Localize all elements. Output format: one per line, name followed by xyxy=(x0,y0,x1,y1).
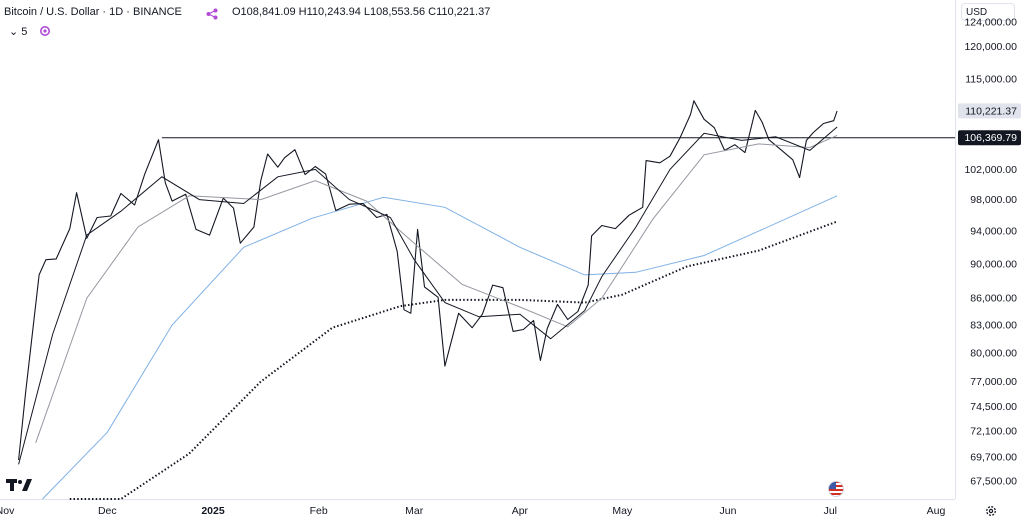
price-tick-label: 90,000.00 xyxy=(970,258,1017,270)
symbol-title[interactable]: Bitcoin / U.S. Dollar · 1D · BINANCE xyxy=(4,6,182,18)
ema-long-line xyxy=(35,134,838,443)
price-tick-label: 74,500.00 xyxy=(970,401,1017,413)
price-tick-label: 120,000.00 xyxy=(964,41,1017,53)
time-tick-label: May xyxy=(612,505,633,517)
gear-icon[interactable] xyxy=(985,504,997,522)
time-axis: Nov Dec 2025 Feb Mar Apr May Jun Jul Aug xyxy=(0,505,945,517)
time-tick-label: Dec xyxy=(98,505,117,517)
currency-label: USD xyxy=(966,7,988,18)
level-price-label: 106,369.79 xyxy=(964,132,1017,144)
chevron-down-icon: ⌄ xyxy=(9,26,19,38)
refresh-icon[interactable] xyxy=(39,25,51,40)
price-tick-label: 102,000.00 xyxy=(964,164,1017,176)
price-tick-label: 83,000.00 xyxy=(970,320,1017,332)
tradingview-logo[interactable] xyxy=(6,478,32,497)
price-badges: 110,221.37 106,369.79 xyxy=(958,103,1021,146)
last-price-badge xyxy=(958,103,1021,119)
time-tick-label: Nov xyxy=(0,505,15,517)
price-axis: 124,000.00120,000.00115,000.00110,000.00… xyxy=(964,17,1017,488)
sma-200-line xyxy=(69,220,838,500)
price-tick-label: 86,000.00 xyxy=(970,293,1017,305)
ema-short-line xyxy=(18,126,838,465)
price-tick-label: 115,000.00 xyxy=(965,73,1017,85)
sma-200-layer xyxy=(69,220,838,500)
indicator-toggle[interactable]: ⌄ 5 xyxy=(4,24,32,40)
us-flag-icon[interactable] xyxy=(828,481,844,502)
time-tick-label: Jul xyxy=(824,505,837,517)
price-tick-label: 98,000.00 xyxy=(970,194,1017,206)
price-tick-label: 77,000.00 xyxy=(970,376,1017,388)
price-tick-label: 72,100.00 xyxy=(970,426,1017,438)
currency-select[interactable]: USD xyxy=(961,3,1015,21)
last-price-label: 110,221.37 xyxy=(965,105,1017,117)
time-tick-label: Mar xyxy=(405,505,424,517)
sma-50-line xyxy=(42,195,838,500)
indicator-row: ⌄ 5 xyxy=(4,24,51,40)
moving-average-layer xyxy=(18,126,838,465)
price-layer xyxy=(18,100,838,461)
time-tick-label: Apr xyxy=(512,505,529,517)
price-tick-label: 106,000.00 xyxy=(964,135,1017,147)
time-tick-label: Jun xyxy=(720,505,737,517)
price-tick-label: 69,700.00 xyxy=(970,451,1017,463)
sma-50-layer xyxy=(42,195,838,500)
price-line xyxy=(18,100,838,461)
layers-icon[interactable] xyxy=(206,5,218,29)
time-axis-border xyxy=(0,499,955,500)
price-axis-border xyxy=(955,0,956,499)
price-tick-label: 80,000.00 xyxy=(970,347,1017,359)
price-tick-label: 67,500.00 xyxy=(970,476,1017,488)
time-tick-label: Aug xyxy=(927,505,946,517)
time-tick-label: Feb xyxy=(310,505,328,517)
indicator-count: 5 xyxy=(21,26,28,38)
price-tick-label: 94,000.00 xyxy=(970,226,1017,238)
ohlc-readout: O108,841.09 H110,243.94 L108,553.56 C110… xyxy=(232,6,491,18)
level-price-badge xyxy=(958,130,1021,146)
price-tick-label: 110,000.00 xyxy=(965,107,1017,119)
chart-header: Bitcoin / U.S. Dollar · 1D · BINANCE O10… xyxy=(0,0,955,24)
time-tick-label: 2025 xyxy=(201,505,225,517)
